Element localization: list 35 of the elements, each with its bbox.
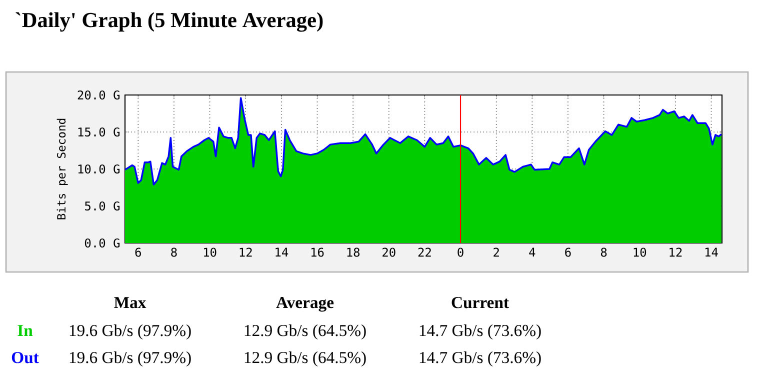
x-tick-label: 6 (135, 248, 141, 257)
text: 19.6 Gb/s (97.9%) (70, 351, 191, 367)
text: 14.7 Gb/s (73.6%) (420, 324, 541, 340)
text: 19.6 Gb/s (97.9%) (70, 324, 191, 340)
x-tick-label: 16 (311, 248, 324, 257)
x-tick-label: 10 (634, 248, 646, 257)
y-tick-label: 10.0 G (78, 164, 120, 174)
y-tick-label: 0.0 G (84, 238, 120, 248)
x-tick-label: 18 (347, 248, 360, 257)
x-tick-label: 14 (705, 248, 718, 256)
x-tick-label: 20 (382, 248, 396, 257)
x-tick-label: 0 (458, 248, 464, 257)
x-tick-label: 22 (418, 248, 431, 257)
x-tick-label: 10 (204, 248, 216, 257)
y-tick-label: 15.0 G (78, 127, 120, 137)
x-tick-label: 6 (565, 248, 571, 257)
y-tick-label: 20.0 G (78, 90, 120, 100)
x-tick-label: 8 (171, 248, 177, 257)
x-tick-label: 4 (529, 248, 536, 256)
text: Max (114, 297, 146, 308)
x-tick-label: 12 (240, 248, 252, 257)
text: 12.9 Gb/s (64.5%) (244, 324, 366, 340)
text: 14.7 Gb/s (73.6%) (420, 351, 541, 367)
x-tick-label: 14 (276, 248, 288, 256)
text: In (18, 325, 33, 336)
x-tick-label: 8 (600, 248, 607, 257)
x-tick-label: 2 (494, 248, 499, 257)
chart-title: `Daily' Graph (5 Minute Average) (16, 12, 323, 32)
y-axis-title: Bits per Second (56, 118, 68, 220)
y-tick-label: 5.0 G (85, 201, 120, 211)
text: Current (452, 296, 509, 308)
text: Average (276, 296, 334, 312)
text: 12.9 Gb/s (64.5%) (244, 351, 366, 367)
x-tick-label: 12 (670, 248, 682, 257)
text: Out (12, 352, 39, 364)
